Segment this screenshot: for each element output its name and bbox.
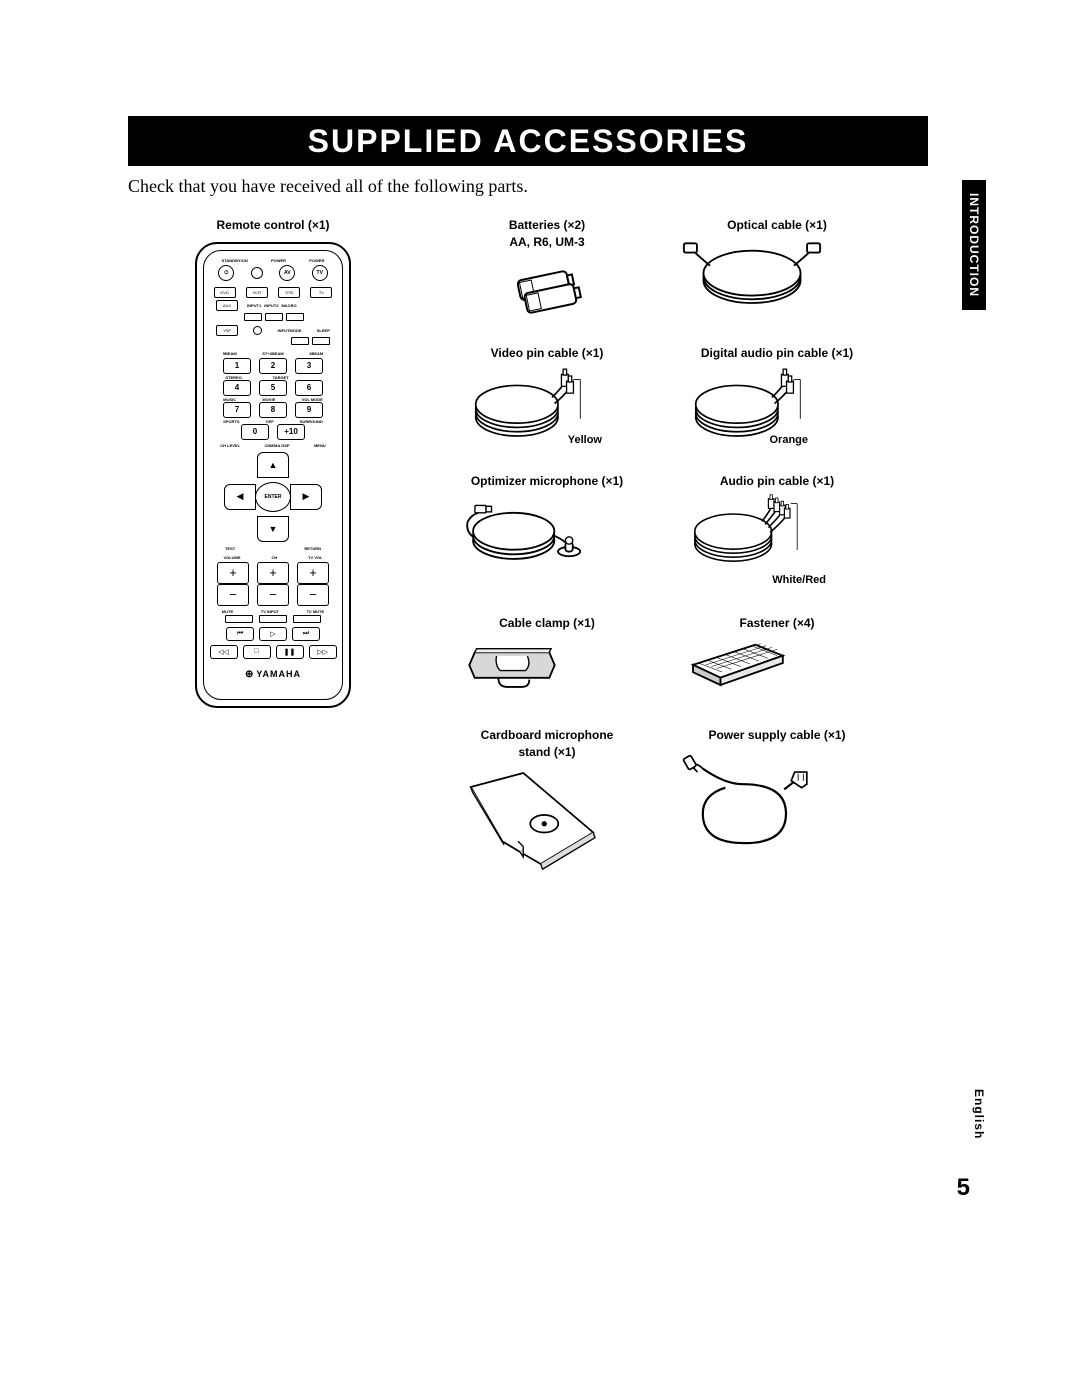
remote-section: Remote control (×1) STANDBY/ONPOWERPOWER… (168, 217, 378, 708)
mic-stand-icon (462, 762, 602, 882)
language-tab: English (962, 1089, 986, 1139)
play-icon: ▷ (259, 627, 287, 641)
vol-down: − (217, 584, 249, 606)
led-icon (251, 267, 263, 279)
audio-callout: White/Red (772, 574, 826, 586)
rew-icon: ◁◁ (210, 645, 238, 659)
av-power-button: AV (279, 265, 295, 281)
optimizer-mic-icon (462, 489, 582, 579)
optical-cable-icon (682, 235, 822, 315)
standby-icon: ⏻ (218, 265, 234, 281)
cable-clamp-icon (462, 631, 562, 701)
tv-power-button: TV (312, 265, 328, 281)
ch-up: + (257, 562, 289, 584)
dpad-right: ▶ (290, 484, 322, 510)
enter-button: ENTER (255, 482, 291, 512)
psu-item: Power supply cable (×1) (682, 727, 872, 860)
remote-illustration: STANDBY/ONPOWERPOWER ⏻ AV TV DVD VCR STB (195, 242, 351, 708)
ch-down: − (257, 584, 289, 606)
video-cable-item: Video pin cable (×1) Yellow (462, 345, 632, 444)
digital-cable-item: Digital audio pin cable (×1) Orange (682, 345, 872, 444)
vol-up: + (217, 562, 249, 584)
section-tab: INTRODUCTION (962, 180, 986, 310)
ff-icon: ▷▷ (309, 645, 337, 659)
remote-label: Remote control (×1) (168, 217, 378, 234)
batteries-icon (502, 257, 592, 327)
clamp-item: Cable clamp (×1) (462, 615, 632, 694)
audio-cable-item: Audio pin cable (×1) (682, 473, 872, 572)
tvvol-up: + (297, 562, 329, 584)
stand-item: Cardboard microphone stand (×1) (462, 727, 632, 877)
stop-icon: □ (243, 645, 271, 659)
dpad: ▲ ▼ ◀ ▶ ENTER (218, 452, 328, 542)
dpad-left: ◀ (224, 484, 256, 510)
psu-cable-icon (682, 745, 812, 865)
batteries-item: Batteries (×2) AA, R6, UM-3 (462, 217, 632, 327)
page-number: 5 (957, 1174, 970, 1202)
intro-text: Check that you have received all of the … (128, 176, 928, 197)
record-icon (253, 326, 262, 335)
optical-item: Optical cable (×1) (682, 217, 872, 310)
audio-cable-icon (682, 484, 802, 584)
optimizer-item: Optimizer microphone (×1) (462, 473, 632, 572)
dpad-down: ▼ (257, 516, 289, 542)
tvvol-down: − (297, 584, 329, 606)
fastener-item: Fastener (×4) (682, 615, 872, 688)
title-bar: SUPPLIED ACCESSORIES (128, 116, 928, 166)
page-title: SUPPLIED ACCESSORIES (308, 123, 749, 160)
next-icon: ⏭ (292, 627, 320, 641)
brand-logo: YAMAHA (204, 669, 342, 680)
dpad-up: ▲ (257, 452, 289, 478)
pause-icon: ❚❚ (276, 645, 304, 659)
video-callout: Yellow (568, 434, 602, 446)
digital-callout: Orange (769, 434, 808, 446)
prev-icon: ⏮ (226, 627, 254, 641)
fastener-icon (682, 633, 792, 693)
video-cable-icon (462, 361, 582, 451)
